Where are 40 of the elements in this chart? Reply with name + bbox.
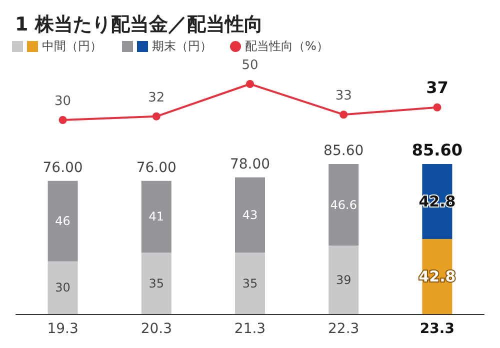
data-label: 37 [426, 78, 448, 97]
bar [141, 180, 172, 253]
x-tick-label: 23.3 [420, 321, 454, 337]
chart-title: 1 株当たり配当金／配当性向 [15, 14, 263, 36]
point [152, 112, 160, 120]
legend-label: 配当性向（%） [245, 38, 328, 55]
bar [328, 164, 359, 246]
data-label: 32 [148, 90, 165, 106]
data-label: 35 [242, 276, 258, 290]
data-label: 30 [54, 94, 72, 109]
data-label: 43 [242, 208, 258, 222]
bar [235, 177, 265, 253]
data-label: 50 [242, 58, 258, 73]
x-tick-label: 19.3 [47, 321, 78, 337]
bar [48, 180, 78, 262]
data-label: 30 [55, 280, 70, 295]
total-label: 85.60 [412, 140, 463, 160]
legend-label: 期末（円） [152, 38, 212, 55]
x-tick-label: 21.3 [234, 321, 266, 337]
total-label: 76.00 [42, 160, 83, 176]
point [433, 103, 442, 112]
bar [141, 252, 172, 314]
bar [48, 261, 78, 314]
data-label: 35 [148, 276, 164, 290]
total-label: 78.00 [230, 156, 270, 172]
data-label: 33 [335, 88, 352, 104]
point [246, 80, 254, 88]
point [340, 110, 348, 119]
bar [235, 252, 265, 314]
total-label: 76.00 [136, 160, 176, 176]
data-label: 46 [55, 214, 70, 228]
data-label: 39 [336, 272, 352, 287]
data-label: 46.6 [330, 198, 357, 212]
bar [328, 246, 359, 314]
data-label: 41 [148, 210, 164, 224]
x-tick-label: 22.3 [328, 321, 360, 337]
point [58, 116, 67, 124]
x-tick-label: 20.3 [140, 321, 172, 337]
legend-label: 中間（円） [42, 38, 102, 55]
total-label: 85.60 [324, 143, 364, 159]
